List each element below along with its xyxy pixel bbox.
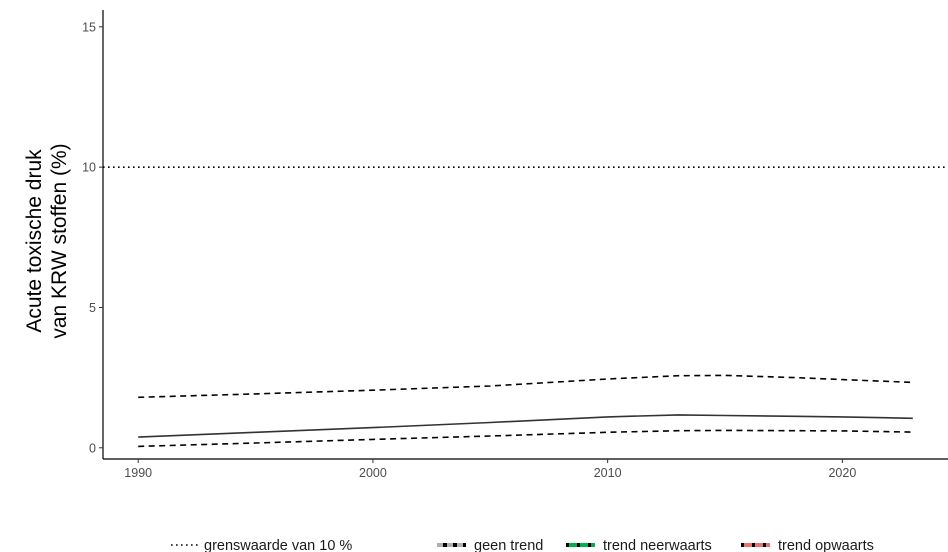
legend: grenswaarde van 10 % geen trend trend ne… xyxy=(171,538,874,552)
y-tick-label: 15 xyxy=(82,20,96,34)
x-tick-label: 2000 xyxy=(359,466,387,480)
y-axis-title: Acute toxische druk van KRW stoffen (%) xyxy=(23,143,71,338)
x-tick-label: 2020 xyxy=(828,466,856,480)
x-tick-label: 2010 xyxy=(594,466,622,480)
legend-geen-trend-label: geen trend xyxy=(474,538,543,552)
y-axis-title-line-1: Acute toxische druk xyxy=(23,149,46,333)
legend-item-trend-opwaarts: trend opwaarts xyxy=(741,538,874,552)
legend-item-geen-trend: geen trend xyxy=(437,538,543,552)
y-tick-label: 0 xyxy=(89,441,96,455)
y-axis-title-line-2: van KRW stoffen (%) xyxy=(48,143,71,338)
series-line-lower-bound xyxy=(138,429,913,448)
series-line-upper-bound xyxy=(138,374,913,399)
y-tick-label: 5 xyxy=(89,301,96,315)
legend-item-trend-neerwaarts: trend neerwaarts xyxy=(566,538,712,552)
x-tick-label: 1990 xyxy=(124,466,152,480)
series-line-mean xyxy=(138,414,913,438)
legend-opwaarts-label: trend opwaarts xyxy=(778,538,874,552)
y-tick-label: 10 xyxy=(82,161,96,175)
legend-threshold-label: grenswaarde van 10 % xyxy=(204,538,352,552)
legend-neerwaarts-label: trend neerwaarts xyxy=(603,538,712,552)
plot-area: 0 5 10 15 1990 2000 2010 2020 xyxy=(82,10,948,480)
